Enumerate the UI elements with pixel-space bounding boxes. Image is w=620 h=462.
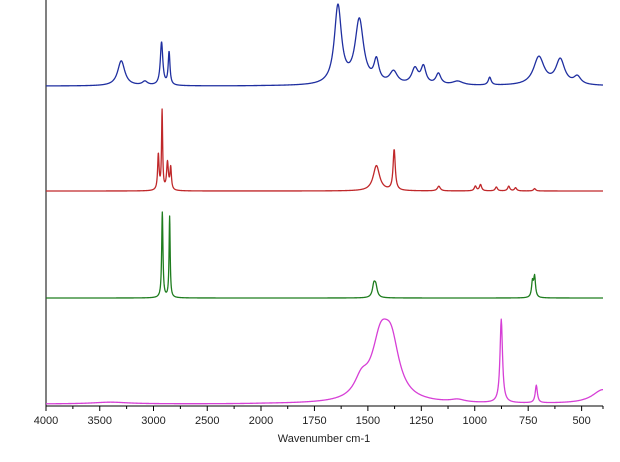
x-tick-label: 2000 <box>249 415 273 427</box>
x-tick-label: 1500 <box>356 415 380 427</box>
x-tick-label: 750 <box>519 415 537 427</box>
x-axis-title: Wavenumber cm-1 <box>278 433 371 445</box>
spectrum-line-3 <box>45 211 604 299</box>
x-tick-label: 4000 <box>34 415 58 427</box>
x-tick-label: 500 <box>572 415 590 427</box>
x-tick-label: 1000 <box>463 415 487 427</box>
x-tick-label: 2500 <box>195 415 219 427</box>
x-axis: 4000 3500 3000 2500 2000 1750 1500 1250 1000 750 5… <box>34 406 604 445</box>
x-tick-label: 3500 <box>88 415 112 427</box>
spectrum-line-4 <box>45 318 604 405</box>
series-layer <box>45 3 604 405</box>
spectrum-line-2 <box>45 108 604 192</box>
x-tick-layer: 4000 3500 3000 2500 2000 1750 1500 1250 1000 750 5… <box>34 406 604 427</box>
x-tick-label: 1750 <box>302 415 326 427</box>
x-tick-label: 1250 <box>409 415 433 427</box>
plot-area <box>45 0 604 407</box>
spectrum-line-1 <box>45 3 604 87</box>
x-tick-label: 3000 <box>141 415 165 427</box>
